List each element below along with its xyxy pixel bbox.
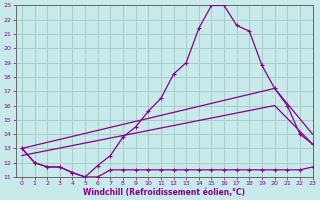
X-axis label: Windchill (Refroidissement éolien,°C): Windchill (Refroidissement éolien,°C)	[83, 188, 245, 197]
